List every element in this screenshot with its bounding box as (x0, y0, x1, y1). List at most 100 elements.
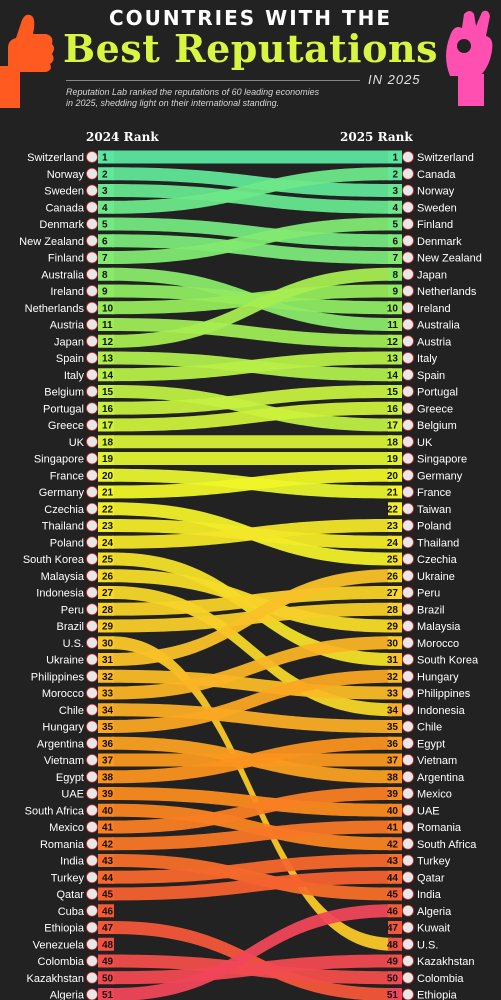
rank-2024-label: 39 (102, 789, 114, 800)
rank-2024-label: 37 (102, 756, 114, 767)
rank-2025-label: 6 (392, 236, 398, 247)
rank-box (388, 602, 402, 616)
ribbon-philippines (112, 669, 392, 700)
flag-icon (86, 620, 98, 632)
rank-box (98, 519, 114, 532)
flag-icon (86, 368, 98, 381)
rank-box (98, 569, 114, 583)
flag-icon (402, 720, 414, 733)
country-2025-new-zealand: New Zealand (417, 253, 482, 265)
rank-box (388, 653, 402, 666)
flag-icon (86, 184, 98, 197)
rank-box (388, 586, 402, 599)
rank-box (98, 954, 114, 968)
rank-box (388, 167, 402, 181)
rank-2025-label: 33 (387, 689, 399, 700)
flag-icon (86, 469, 98, 482)
rank-2024-label: 45 (102, 890, 114, 901)
rank-box (98, 401, 114, 415)
country-2025-indonesia: Indonesia (417, 705, 466, 717)
flag-icon (402, 318, 414, 331)
country-2025-vietnam: Vietnam (417, 755, 457, 767)
country-2024-poland: Poland (50, 537, 84, 549)
rank-2025-label: 39 (387, 789, 399, 800)
flag-icon (86, 821, 98, 833)
rank-2024-label: 46 (102, 906, 114, 917)
rank-box (98, 184, 114, 197)
ribbons (112, 150, 392, 1000)
ribbon-japan (112, 267, 392, 348)
rank-box (98, 703, 114, 717)
flag-icon (402, 553, 414, 565)
country-2025-egypt: Egypt (417, 738, 445, 750)
country-2024-malaysia: Malaysia (41, 571, 85, 583)
country-2024-thailand: Thailand (42, 521, 84, 533)
rank-2024-label: 16 (102, 404, 114, 415)
country-2025-peru: Peru (417, 588, 440, 600)
country-2025-australia: Australia (417, 320, 461, 332)
country-2025-south-africa: South Africa (417, 839, 477, 851)
rank-box (98, 485, 114, 499)
rank-2025-label: 8 (392, 270, 398, 281)
flag-icon (402, 486, 414, 498)
country-2025-japan: Japan (417, 269, 447, 281)
flag-icon (402, 603, 414, 616)
rank-2024-label: 50 (102, 973, 114, 984)
ribbon-india (112, 854, 392, 901)
rank-box (388, 502, 402, 516)
country-2025-germany: Germany (417, 470, 463, 482)
rank-box (98, 686, 114, 700)
ribbon-portugal (112, 385, 392, 415)
rank-2024-label: 14 (102, 370, 114, 381)
country-2024-france: France (50, 470, 84, 482)
country-2024-czechia: Czechia (44, 504, 85, 516)
flag-icon (86, 787, 98, 800)
country-2024-turkey: Turkey (51, 872, 85, 884)
ribbon-turkey (112, 854, 392, 884)
rank-2024-label: 40 (102, 806, 114, 817)
country-2025-brazil: Brazil (417, 604, 445, 616)
country-2025-uk: UK (417, 437, 433, 449)
ok-hand-icon (446, 10, 493, 106)
rank-box (98, 351, 114, 365)
flag-icon (402, 670, 414, 683)
rank-2025-label: 41 (387, 823, 399, 834)
rank-box (98, 301, 114, 315)
ribbon-italy (112, 351, 392, 382)
flag-icon (402, 335, 414, 348)
rank-box (388, 267, 402, 281)
flag-icon (402, 904, 414, 917)
country-2025-qatar: Qatar (417, 872, 445, 884)
flag-icon (402, 620, 414, 632)
rank-2025-label: 30 (387, 638, 399, 649)
left-axis-label: 2024 Rank (86, 130, 159, 144)
rank-box (388, 351, 402, 365)
country-2025-norway: Norway (417, 186, 455, 198)
rank-2025-label: 5 (392, 220, 398, 231)
rank-box (98, 334, 114, 348)
country-2025-france: France (417, 487, 451, 499)
rank-2024-label: 22 (102, 504, 114, 515)
flag-icon (86, 402, 98, 415)
rank-box (98, 251, 114, 264)
country-2024-mexico: Mexico (49, 822, 84, 834)
rank-2025-label: 27 (387, 588, 399, 599)
rank-box (98, 502, 114, 516)
country-2025-poland: Poland (417, 521, 451, 533)
flag-icon (86, 301, 98, 314)
rank-2025-label: 31 (387, 655, 399, 666)
country-2025-south-korea: South Korea (417, 655, 479, 667)
country-2024-singapore: Singapore (34, 454, 84, 466)
flag-icon (402, 871, 414, 884)
rank-box (98, 385, 114, 398)
country-2025-ireland: Ireland (417, 303, 451, 315)
rank-box (98, 854, 114, 867)
country-2025-taiwan: Taiwan (417, 504, 451, 516)
rank-2025-label: 40 (387, 806, 399, 817)
rank-2025-label: 24 (387, 538, 399, 549)
rank-box (98, 787, 114, 800)
ribbon-greece (112, 401, 392, 432)
title-divider (66, 80, 360, 81)
rank-2025-label: 14 (387, 370, 399, 381)
rank-2024-label: 20 (102, 471, 114, 482)
